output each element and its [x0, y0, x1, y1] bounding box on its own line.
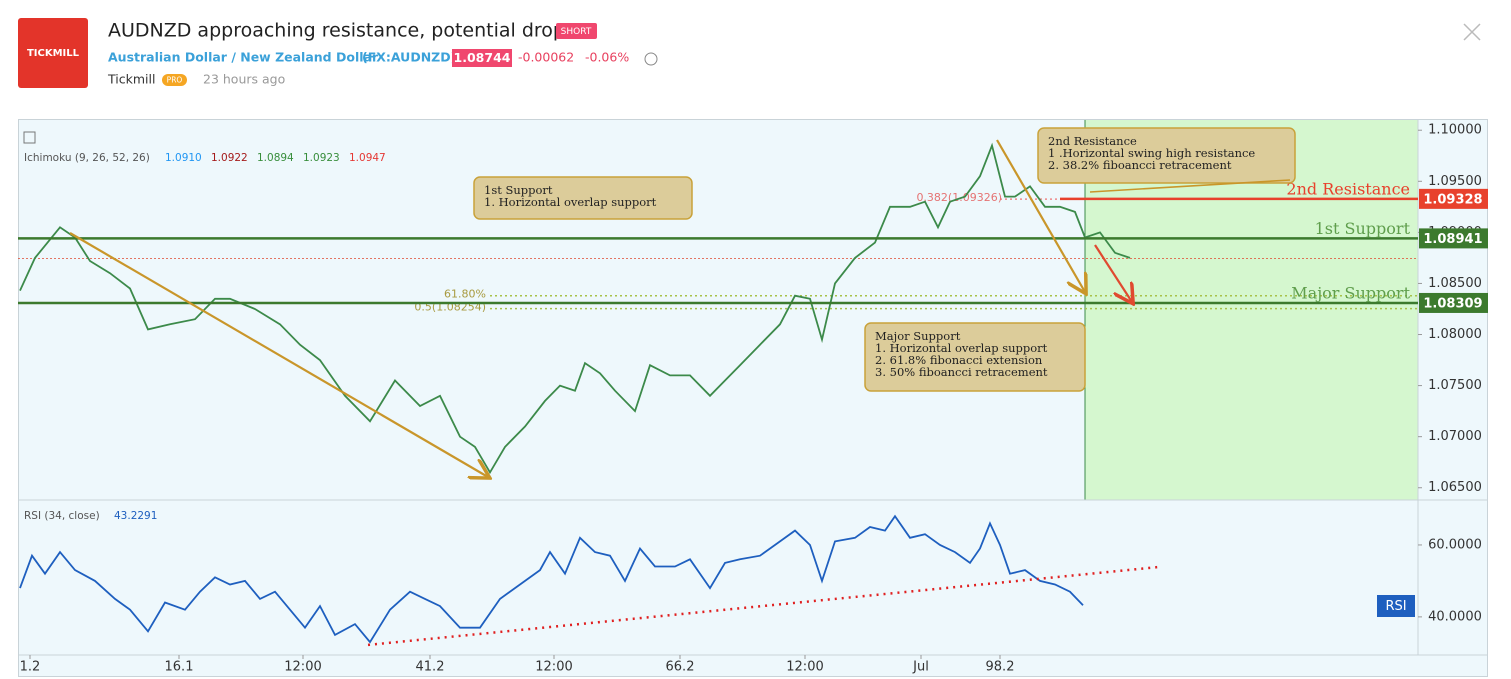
rsi-badge-bg: [1377, 595, 1415, 617]
y-tick-label: 1.07500: [1428, 378, 1482, 393]
annotation-box: [473, 176, 693, 220]
y-tick-label: 40.0000: [1428, 609, 1482, 624]
annotation-text: 2. 38.2% fiboancci retracement: [1048, 158, 1232, 172]
x-tick-label: 66.2: [666, 660, 695, 675]
annotation-text: 2nd Resistance: [1048, 134, 1137, 148]
x-tick-label: 16.1: [165, 660, 194, 675]
level-name: 1st Support: [1315, 219, 1411, 238]
price: 1.08744: [454, 50, 511, 65]
indicator-value: 1.0947: [349, 152, 386, 164]
time: 23 hours ago: [203, 72, 285, 87]
badge-bg: [556, 23, 597, 39]
author[interactable]: Tickmill: [107, 72, 155, 87]
indicator-value: 1.0894: [257, 152, 294, 164]
level-price: 1.08941: [1423, 232, 1482, 247]
instrument[interactable]: Australian Dollar / New Zealand Dollar: [108, 50, 379, 65]
x-tick-label: 12:00: [535, 660, 572, 675]
change: -0.00062: [518, 50, 574, 65]
y-tick-label: 60.0000: [1428, 537, 1482, 552]
y-tick-label: 1.08500: [1428, 276, 1482, 291]
idea-title: AUDNZD approaching resistance, potential…: [108, 20, 573, 42]
logo: [18, 18, 88, 88]
x-tick-label: 1.2: [20, 660, 41, 675]
x-tick-label: 41.2: [416, 660, 445, 675]
y-tick-label: 1.08000: [1428, 327, 1482, 342]
indicator-legend: Ichimoku (9, 26, 52, 26): [24, 152, 150, 164]
level-price-bg: [1419, 188, 1488, 209]
indicator-legend: RSI (34, close): [24, 510, 100, 522]
pro-badge: PRO: [167, 76, 183, 85]
symbol[interactable]: (FX:AUDNZD): [362, 50, 456, 65]
annotation-text: 3. 50% fiboancci retracement: [875, 365, 1048, 379]
change-pct: -0.06%: [585, 50, 629, 65]
x-tick-label: 98.2: [986, 660, 1015, 675]
rsi-badge: RSI: [1385, 599, 1406, 614]
level-name: Major Support: [1291, 283, 1410, 302]
price-bg: [452, 49, 512, 67]
rsi-value: 43.2291: [114, 510, 157, 522]
indicator-value: 1.0910: [165, 152, 202, 164]
indicator-value: 1.0923: [303, 152, 340, 164]
arrow: [1089, 179, 1291, 193]
annotation-text: 2. 61.8% fibonacci extension: [875, 353, 1043, 367]
y-tick-label: 1.06500: [1428, 480, 1482, 495]
arrow: [1094, 244, 1132, 302]
annotation-box: [864, 322, 1086, 392]
x-tick-label: Jul: [912, 660, 929, 675]
annotation-text: Major Support: [875, 329, 961, 343]
fib-label: 0.382(1.09326): [916, 191, 1002, 204]
y-tick-label: 1.07000: [1428, 429, 1482, 444]
indicator-value: 1.0922: [211, 152, 248, 164]
level-price: 1.08309: [1423, 296, 1482, 311]
fib-label: 61.80%: [444, 288, 486, 301]
series-line: [19, 514, 1084, 644]
level-price: 1.09328: [1423, 192, 1482, 207]
x-tick-label: 12:00: [786, 660, 823, 675]
alert-icon[interactable]: [644, 52, 658, 66]
annotation-text: 1st Support: [484, 183, 553, 197]
level-name: 2nd Resistance: [1286, 179, 1410, 198]
x-tick-label: 12:00: [284, 660, 321, 675]
arrow: [69, 232, 488, 477]
badge: SHORT: [561, 27, 592, 37]
arrow: [996, 139, 1085, 292]
annotation-text: 1. Horizontal overlap support: [875, 341, 1048, 355]
pro-bg: [162, 74, 187, 86]
y-tick-label: 1.09500: [1428, 174, 1482, 189]
series-line: [19, 142, 1131, 475]
logo-text: TICKMILL: [27, 48, 80, 59]
collapse-button[interactable]: [23, 131, 36, 144]
level-price-bg: [1419, 292, 1488, 313]
level-price-bg: [1419, 228, 1488, 249]
annotation-box: [1037, 127, 1296, 184]
close-button[interactable]: [1463, 23, 1481, 41]
annotation-text: 1. Horizontal overlap support: [484, 195, 657, 209]
y-tick-label: 1.10000: [1428, 123, 1482, 138]
annotation-text: 1 .Horizontal swing high resistance: [1048, 146, 1255, 160]
